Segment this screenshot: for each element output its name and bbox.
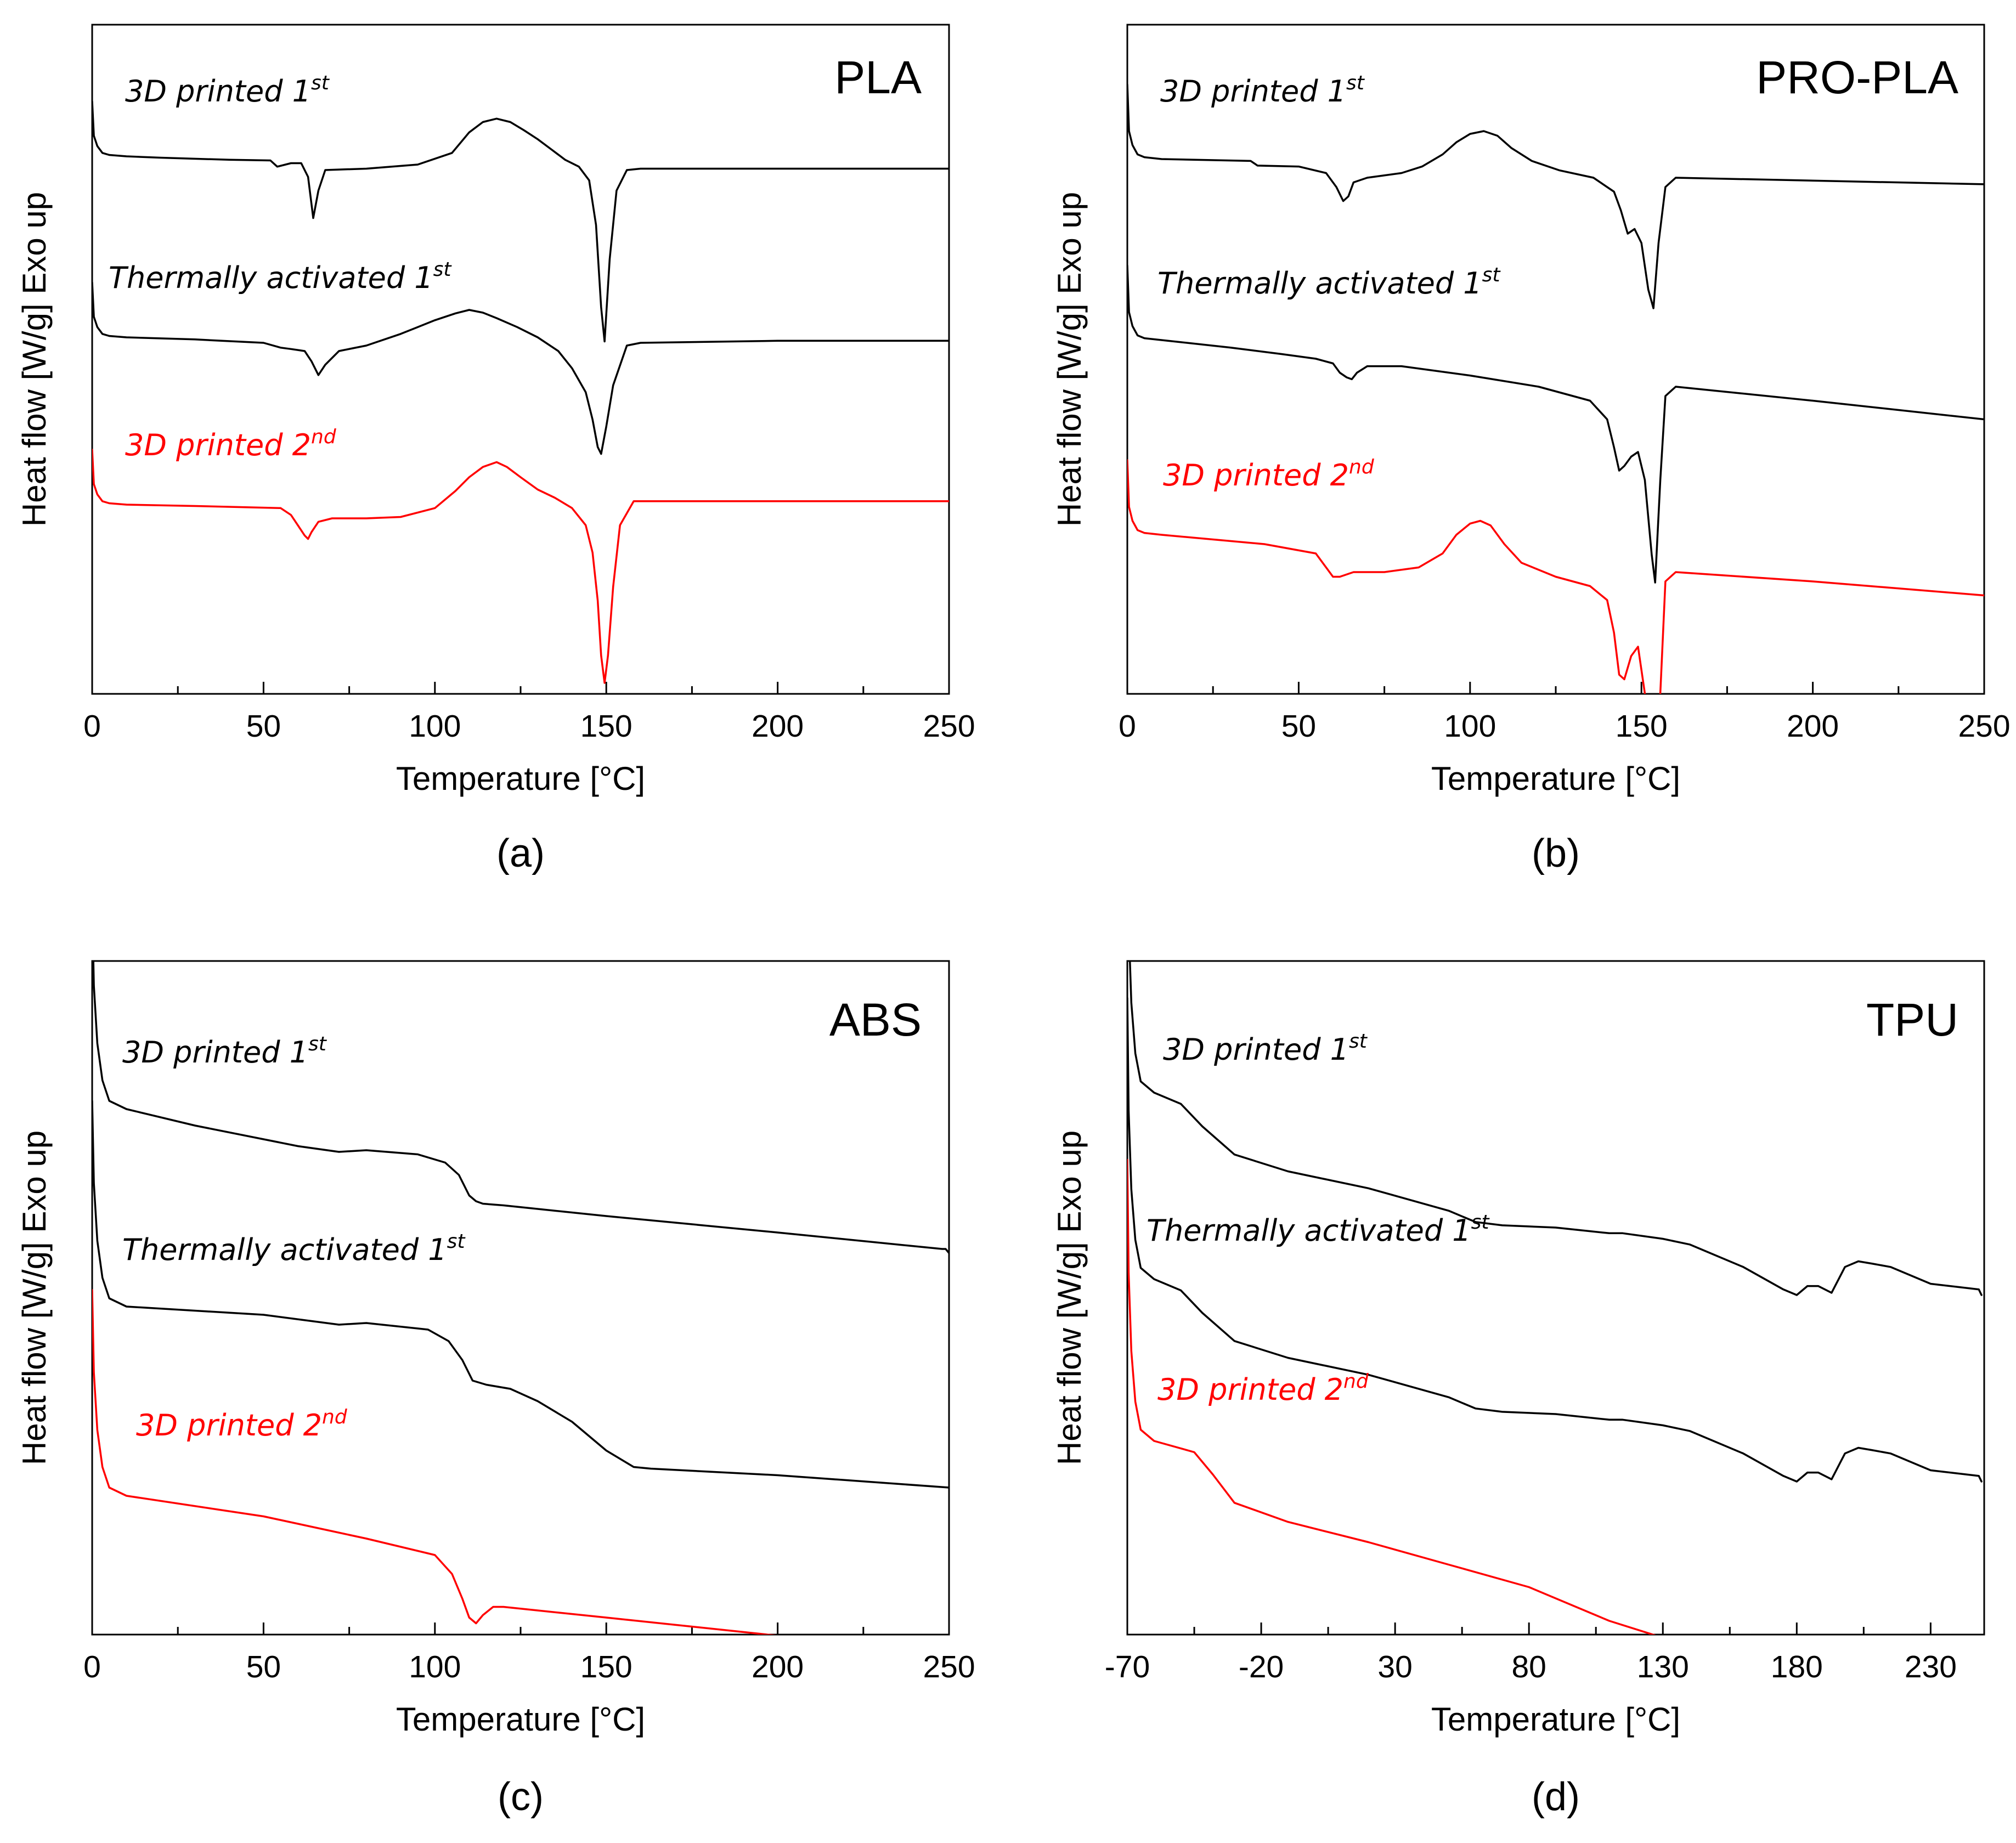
x-tick-label: 200 (752, 709, 804, 744)
x-tick-label: 0 (83, 1649, 101, 1684)
x-axis-title: Temperature [°C] (1431, 760, 1680, 797)
subfigure-label: (d) (1532, 1775, 1580, 1819)
x-axis-title: Temperature [°C] (396, 1701, 645, 1738)
panel-a: 0 50 100 150 200 250 Temperature [°C] Heat flow… (16, 24, 975, 875)
series-line-1 (92, 961, 949, 1254)
series-label-superscript: nd (1343, 1370, 1369, 1393)
series-label-main: Thermally activated 1 (109, 261, 433, 295)
series-label-main: 3D printed 1 (1160, 74, 1346, 109)
series-label-superscript: st (433, 258, 453, 281)
series-label-main: Thermally activated 1 (1157, 266, 1482, 301)
x-tick-label: -70 (1105, 1649, 1150, 1684)
series-label-2: Thermally activated 1st (1147, 1211, 1490, 1248)
series-line-3 (92, 1289, 777, 1635)
x-tick-label: -20 (1239, 1649, 1284, 1684)
series-label-superscript: st (311, 72, 330, 94)
series-label-2: Thermally activated 1st (109, 258, 452, 295)
subfigure-label: (c) (498, 1775, 544, 1819)
series-label-1: 3D printed 1st (1163, 1030, 1368, 1067)
x-tick-label: 230 (1905, 1649, 1957, 1684)
x-tick-label: 150 (580, 1649, 633, 1684)
x-tick-label: 100 (409, 709, 461, 744)
x-tick-label: 200 (752, 1649, 804, 1684)
series-line-2 (92, 1100, 949, 1489)
x-tick-label: 100 (409, 1649, 461, 1684)
series-label-main: 3D printed 2 (1163, 458, 1349, 493)
panel-b: 0 50 100 150 200 250 Temperature [°C] Heat flow… (1051, 24, 2011, 875)
series-label-main: 3D printed 1 (1163, 1032, 1349, 1067)
series-line-1 (1127, 83, 1984, 309)
panel-title: TPU (1866, 994, 1958, 1045)
x-tick-label: 130 (1637, 1649, 1689, 1684)
series-label-2: Thermally activated 1st (1157, 264, 1501, 301)
series-label-superscript: st (308, 1033, 327, 1055)
series-label-main: 3D printed 2 (1157, 1372, 1343, 1407)
series-line-1 (1128, 961, 1983, 1296)
series-label-superscript: nd (311, 426, 337, 448)
series-label-superscript: st (1346, 72, 1365, 94)
x-tick-label: 150 (1616, 709, 1668, 744)
series-label-main: 3D printed 2 (136, 1408, 322, 1443)
series-label-main: 3D printed 1 (122, 1035, 308, 1070)
y-axis-title: Heat flow [W/g] Exo up (16, 192, 53, 527)
subfigure-label: (a) (496, 832, 545, 875)
y-axis-title: Heat flow [W/g] Exo up (16, 1130, 53, 1465)
series-label-1: 3D printed 1st (1160, 72, 1365, 109)
y-axis-title: Heat flow [W/g] Exo up (1051, 1130, 1088, 1465)
series-line-2 (92, 281, 949, 455)
series-line-3 (92, 449, 949, 684)
x-axis-title: Temperature [°C] (396, 760, 645, 797)
panel-title: PLA (834, 52, 922, 103)
series-label-superscript: st (1471, 1211, 1490, 1234)
series-label-3: 3D printed 2nd (136, 1406, 348, 1443)
series-label-superscript: st (1482, 264, 1501, 286)
x-tick-label: 50 (1281, 709, 1316, 744)
x-tick-label: 80 (1511, 1649, 1546, 1684)
x-tick-label: 180 (1771, 1649, 1823, 1684)
subfigure-label: (b) (1532, 832, 1580, 875)
series-label-superscript: st (1349, 1030, 1368, 1053)
series-label-3: 3D printed 2nd (1163, 456, 1375, 493)
series-line-2 (1127, 997, 1983, 1483)
series-label-main: Thermally activated 1 (1147, 1213, 1471, 1248)
x-tick-label: 0 (83, 709, 101, 744)
plot-frame (1126, 960, 1985, 1636)
series-label-3: 3D printed 2nd (1157, 1370, 1369, 1407)
x-tick-label: 50 (246, 1649, 281, 1684)
y-axis-title: Heat flow [W/g] Exo up (1051, 192, 1088, 527)
panel-title: PRO-PLA (1756, 52, 1958, 103)
series-label-1: 3D printed 1st (125, 72, 330, 109)
series-line-3 (1127, 1158, 1656, 1635)
x-tick-label: 150 (580, 709, 633, 744)
series-label-main: Thermally activated 1 (122, 1233, 447, 1267)
panel-c: 0 50 100 150 200 250 Temperature [°C] Heat flow… (16, 960, 975, 1819)
series-label-superscript: nd (1349, 456, 1375, 478)
x-tick-label: 200 (1787, 709, 1839, 744)
panel-d: -70 -20 30 80 130 180 230 Temperature [°C] Heat … (1051, 960, 1985, 1819)
series-label-main: 3D printed 2 (125, 428, 311, 462)
series-label-1: 3D printed 1st (122, 1033, 327, 1070)
x-tick-label: 0 (1119, 709, 1136, 744)
series-label-superscript: nd (322, 1406, 348, 1428)
panel-title: ABS (829, 994, 922, 1045)
series-line-1 (92, 100, 949, 343)
series-label-3: 3D printed 2nd (125, 426, 337, 462)
x-tick-label: 250 (923, 1649, 975, 1684)
x-tick-label: 100 (1444, 709, 1496, 744)
x-tick-label: 250 (1958, 709, 2010, 744)
x-tick-label: 50 (246, 709, 281, 744)
x-axis-title: Temperature [°C] (1431, 1701, 1680, 1738)
series-line-2 (1127, 264, 1984, 584)
series-label-2: Thermally activated 1st (122, 1230, 466, 1267)
series-line-3 (1127, 459, 1984, 694)
series-label-superscript: st (447, 1230, 466, 1253)
x-tick-label: 250 (923, 709, 975, 744)
x-tick-label: 30 (1377, 1649, 1412, 1684)
series-label-main: 3D printed 1 (125, 74, 311, 109)
